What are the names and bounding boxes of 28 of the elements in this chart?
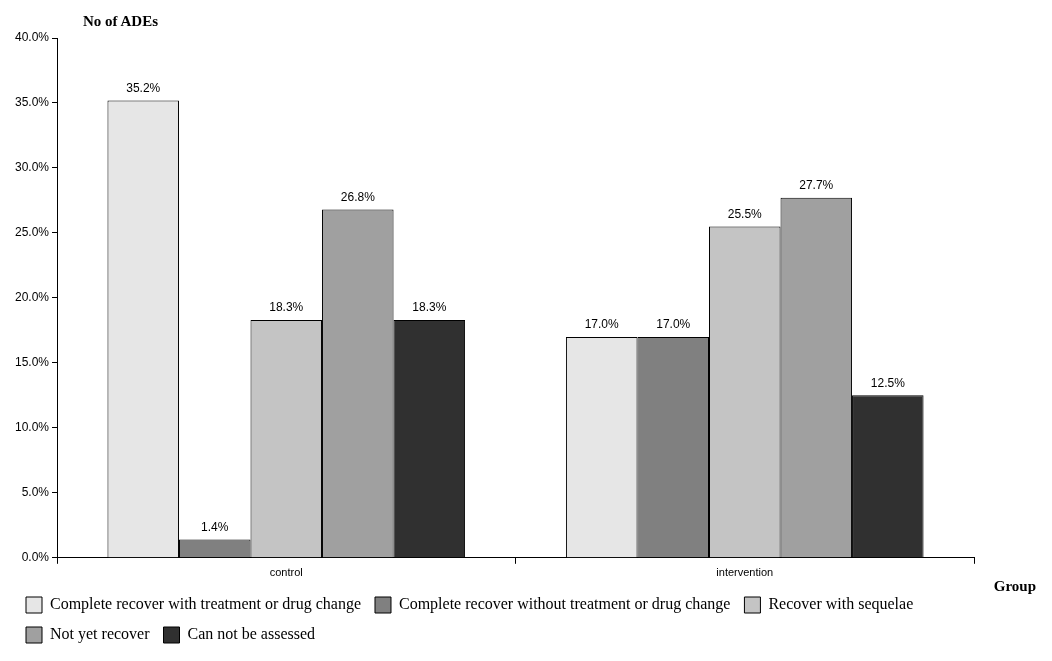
x-tick-label: intervention: [716, 566, 774, 579]
y-tick-label: 20.0%: [14, 290, 50, 305]
legend-label: Recover with sequelae: [768, 595, 914, 614]
y-tick-label: 25.0%: [14, 225, 50, 240]
y-tick-label: 40.0%: [14, 30, 50, 45]
legend-label: Not yet recover: [50, 625, 151, 644]
y-tick-label: 5.0%: [21, 485, 50, 500]
data-label: 17.0%: [656, 317, 691, 332]
x-axis-title: Group: [993, 578, 1036, 595]
data-label: 25.5%: [727, 206, 763, 221]
y-tick-label: 15.0%: [14, 355, 50, 370]
y-axis-title: No of ADEs: [83, 13, 159, 30]
y-tick-label: 0.0%: [21, 550, 50, 565]
data-label: 18.3%: [269, 300, 304, 315]
data-label: 12.5%: [870, 375, 906, 390]
data-label: 1.4%: [201, 519, 229, 534]
y-tick-label: 30.0%: [14, 160, 50, 175]
legend-label: Complete recover with treatment or drug change: [50, 595, 361, 614]
data-label: 35.2%: [126, 80, 161, 95]
legend-label: Complete recover without treatment or drug change: [398, 595, 731, 614]
data-label: 27.7%: [799, 178, 834, 193]
data-label: 18.3%: [412, 300, 447, 315]
data-label: 26.8%: [340, 189, 376, 204]
x-tick-label: control: [269, 566, 303, 579]
y-tick-label: 10.0%: [14, 420, 50, 435]
legend-label: Can not be assessed: [187, 625, 316, 643]
data-label: 17.0%: [584, 317, 620, 332]
y-tick-label: 35.0%: [14, 95, 50, 110]
